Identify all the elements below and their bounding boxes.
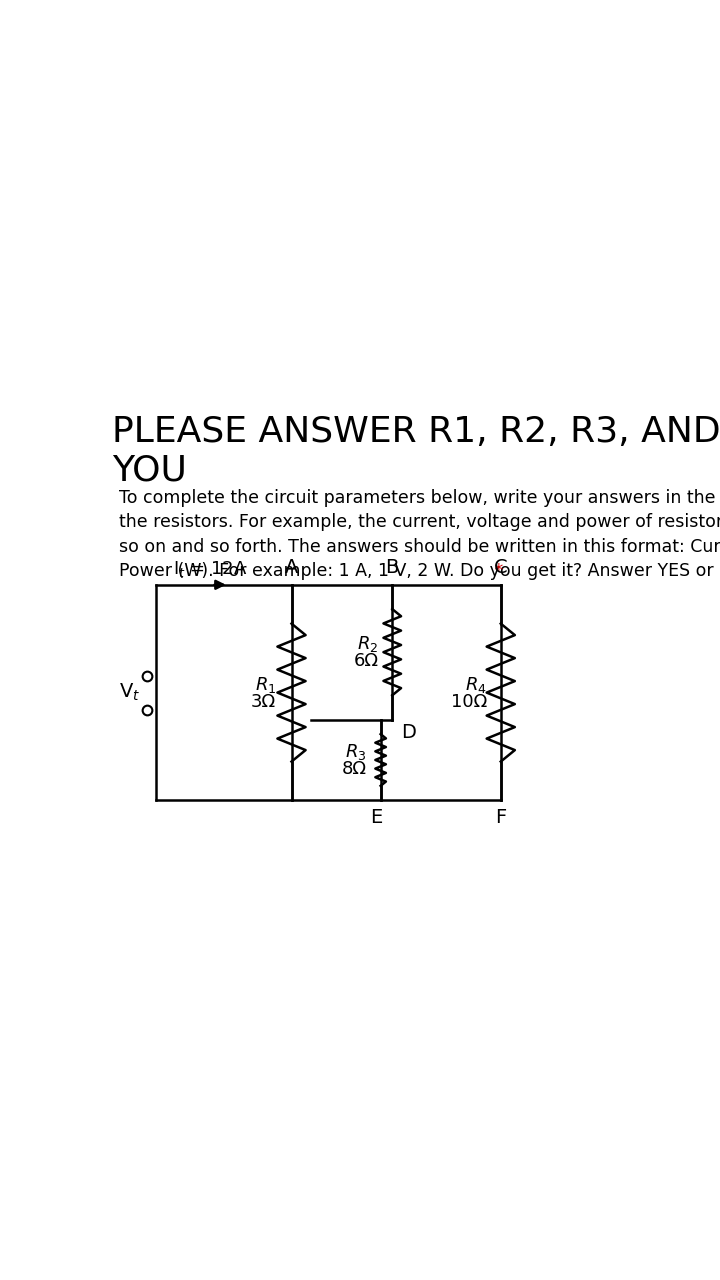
Text: B: B: [386, 558, 399, 577]
Text: 6Ω: 6Ω: [354, 653, 378, 671]
Text: *: *: [489, 562, 503, 580]
Text: To complete the circuit parameters below, write your answers in the questions wi: To complete the circuit parameters below…: [120, 489, 720, 507]
Text: YOU: YOU: [112, 454, 186, 488]
Text: A: A: [285, 558, 298, 577]
Text: D: D: [402, 723, 416, 741]
Text: V$_t$: V$_t$: [119, 682, 140, 703]
Text: 8Ω: 8Ω: [342, 760, 366, 778]
Text: E: E: [371, 808, 383, 827]
Text: 10Ω: 10Ω: [451, 692, 487, 710]
Text: PLEASE ANSWER R1, R2, R3, AND R4 THANK: PLEASE ANSWER R1, R2, R3, AND R4 THANK: [112, 416, 720, 449]
Text: I$_t$ = 12A: I$_t$ = 12A: [173, 558, 248, 579]
Text: F: F: [495, 808, 506, 827]
Text: 3Ω: 3Ω: [251, 692, 276, 710]
Text: the resistors. For example, the current, voltage and power of resistor 1 should : the resistors. For example, the current,…: [120, 513, 720, 531]
Text: $R_4$: $R_4$: [465, 675, 487, 695]
Text: $R_2$: $R_2$: [357, 635, 378, 654]
Text: $R_1$: $R_1$: [255, 675, 276, 695]
Text: C: C: [494, 558, 508, 577]
Text: so on and so forth. The answers should be written in this format: Current (A), V: so on and so forth. The answers should b…: [120, 538, 720, 556]
Text: Power (W). For example: 1 A, 1 V, 2 W. Do you get it? Answer YES or NO.: Power (W). For example: 1 A, 1 V, 2 W. D…: [120, 562, 720, 580]
Text: $R_3$: $R_3$: [345, 742, 366, 763]
